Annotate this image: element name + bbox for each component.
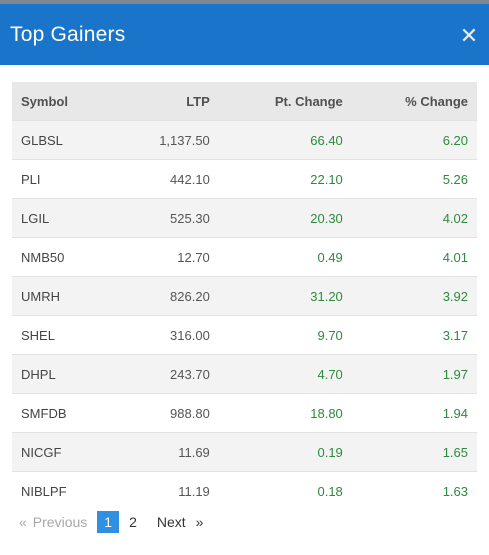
ltp-cell: 11.19 <box>112 471 219 510</box>
symbol-cell: DHPL <box>12 354 113 394</box>
column-header-pct-change[interactable]: % Change <box>405 93 468 109</box>
pct-change-cell: 6.20 <box>351 120 477 160</box>
ltp-cell: 316.00 <box>112 315 219 355</box>
column-header-ltp[interactable]: LTP <box>186 93 210 109</box>
table-row[interactable]: NICGF 11.69 0.19 1.65 <box>12 432 477 472</box>
symbol-cell: GLBSL <box>12 120 113 160</box>
symbol-cell: SMFDB <box>12 393 113 433</box>
table-header-row: Symbol LTP Pt. Change % Change <box>12 82 477 121</box>
symbol-cell: LGIL <box>12 198 113 238</box>
pct-change-cell: 3.17 <box>351 315 477 355</box>
table-row[interactable]: LGIL 525.30 20.30 4.02 <box>12 198 477 238</box>
ltp-cell: 1,137.50 <box>112 120 219 160</box>
table-row[interactable]: SMFDB 988.80 18.80 1.94 <box>12 393 477 433</box>
pt-change-cell: 66.40 <box>218 120 352 160</box>
top-gainers-table: Symbol LTP Pt. Change % Change GLBSL 1,13… <box>12 82 477 510</box>
pt-change-cell: 0.19 <box>218 432 352 472</box>
pct-change-cell: 1.97 <box>351 354 477 394</box>
ltp-cell: 826.20 <box>112 276 219 316</box>
page-2-button[interactable]: 2 <box>129 514 137 530</box>
pt-change-cell: 9.70 <box>218 315 352 355</box>
pt-change-cell: 22.10 <box>218 159 352 199</box>
pt-change-cell: 4.70 <box>218 354 352 394</box>
pt-change-cell: 31.20 <box>218 276 352 316</box>
table-row[interactable]: NMB50 12.70 0.49 4.01 <box>12 237 477 277</box>
ltp-cell: 243.70 <box>112 354 219 394</box>
ltp-cell: 988.80 <box>112 393 219 433</box>
table-row[interactable]: NIBLPF 11.19 0.18 1.63 <box>12 471 477 510</box>
gainers-table: Symbol LTP Pt. Change % Change GLBSL 1,13… <box>12 82 477 510</box>
pct-change-cell: 4.01 <box>351 237 477 277</box>
background-strip <box>0 0 489 6</box>
symbol-cell: PLI <box>12 159 113 199</box>
dialog-title: Top Gainers <box>10 23 126 46</box>
symbol-cell: NICGF <box>12 432 113 472</box>
pt-change-cell: 0.18 <box>218 471 352 510</box>
page-1-button[interactable]: 1 <box>97 511 120 533</box>
table-row[interactable]: GLBSL 1,137.50 66.40 6.20 <box>12 120 477 160</box>
pct-change-cell: 1.65 <box>351 432 477 472</box>
symbol-cell: NMB50 <box>12 237 113 277</box>
symbol-cell: NIBLPF <box>12 471 113 510</box>
ltp-cell: 525.30 <box>112 198 219 238</box>
dialog-header: Top Gainers ✕ <box>0 4 489 65</box>
ltp-cell: 11.69 <box>112 432 219 472</box>
pct-change-cell: 1.63 <box>351 471 477 510</box>
column-header-pt-change[interactable]: Pt. Change <box>274 93 343 109</box>
symbol-cell: SHEL <box>12 315 113 355</box>
pct-change-cell: 1.94 <box>351 393 477 433</box>
pt-change-cell: 18.80 <box>218 393 352 433</box>
pt-change-cell: 0.49 <box>218 237 352 277</box>
pct-change-cell: 5.26 <box>351 159 477 199</box>
ltp-cell: 442.10 <box>112 159 219 199</box>
pct-change-cell: 3.92 <box>351 276 477 316</box>
table-row[interactable]: SHEL 316.00 9.70 3.17 <box>12 315 477 355</box>
table-row[interactable]: DHPL 243.70 4.70 1.97 <box>12 354 477 394</box>
table-row[interactable]: PLI 442.10 22.10 5.26 <box>12 159 477 199</box>
pagination: « Previous 1 2 Next » <box>19 511 213 533</box>
table-row[interactable]: UMRH 826.20 31.20 3.92 <box>12 276 477 316</box>
pct-change-cell: 4.02 <box>351 198 477 238</box>
pt-change-cell: 20.30 <box>218 198 352 238</box>
column-header-symbol[interactable]: Symbol <box>21 93 68 109</box>
previous-button[interactable]: Previous <box>32 514 88 530</box>
previous-arrow-icon: « <box>19 514 27 530</box>
ltp-cell: 12.70 <box>112 237 219 277</box>
next-button[interactable]: Next <box>156 514 186 530</box>
symbol-cell: UMRH <box>12 276 113 316</box>
next-arrow-icon[interactable]: » <box>195 514 204 530</box>
close-icon[interactable]: ✕ <box>459 23 479 48</box>
